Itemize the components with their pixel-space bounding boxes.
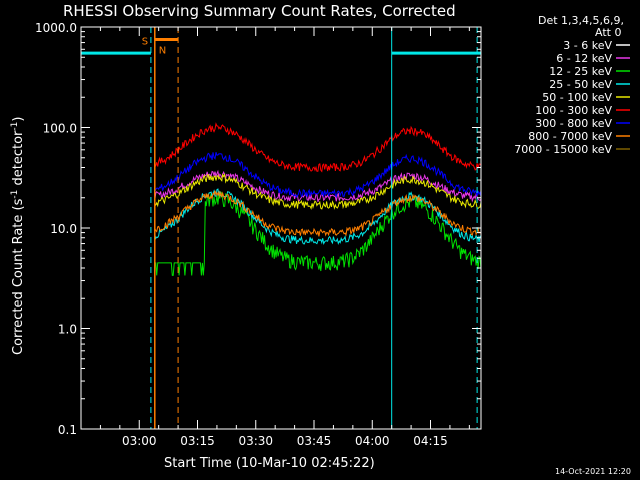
x-tick-label: 04:15	[413, 434, 448, 448]
flag-label-n: N	[159, 46, 166, 57]
series-line-0	[154, 175, 482, 216]
chart-title: RHESSI Observing Summary Count Rates, Co…	[63, 2, 456, 20]
y-tick-label: 100.0	[43, 122, 77, 136]
legend-label: 12 - 25 keV	[549, 65, 612, 78]
axes-layer: 0.1 1.0 10.0 100.0 1000.0 03:00 03:15 03:30 03:4…	[35, 21, 481, 448]
x-tick-label: 04:00	[355, 434, 390, 448]
series-line-4	[154, 172, 482, 210]
x-tick-label: 03:45	[297, 434, 332, 448]
y-tick-label: 0.1	[58, 423, 77, 437]
y-tick-label: 1000.0	[35, 21, 77, 35]
y-axis-label: Corrected Count Rate (s-1 detector-1)	[10, 117, 26, 355]
legend-label: 25 - 50 keV	[549, 78, 612, 91]
x-tick-label: 03:30	[238, 434, 273, 448]
series-line-1	[154, 169, 482, 203]
timestamp: 14-Oct-2021 12:20	[555, 467, 631, 476]
legend-label: 7000 - 15000 keV	[514, 143, 612, 156]
series-line-3	[154, 188, 482, 245]
legend-att: Att 0	[595, 26, 621, 39]
x-tick-label: 03:00	[122, 434, 157, 448]
flag-label-s: S	[142, 37, 148, 48]
series-line-6	[154, 152, 482, 199]
legend-label: 100 - 300 keV	[535, 104, 612, 117]
legend-label: 3 - 6 keV	[563, 39, 612, 52]
series-line-5	[154, 122, 482, 173]
legend-label: 50 - 100 keV	[542, 91, 612, 104]
legend-label: 300 - 800 keV	[535, 117, 612, 130]
series-layer	[154, 122, 482, 276]
x-axis-label: Start Time (10-Mar-10 02:45:22)	[164, 456, 375, 471]
y-tick-label: 1.0	[58, 323, 77, 337]
series-line-2	[154, 190, 482, 276]
y-tick-label: 10.0	[50, 222, 77, 236]
legend-header: Det 1,3,4,5,6,9,	[538, 14, 624, 27]
legend-label: 800 - 7000 keV	[528, 130, 612, 143]
x-tick-label: 03:15	[180, 434, 215, 448]
legend-label: 6 - 12 keV	[556, 52, 612, 65]
series-line-7	[154, 190, 482, 237]
